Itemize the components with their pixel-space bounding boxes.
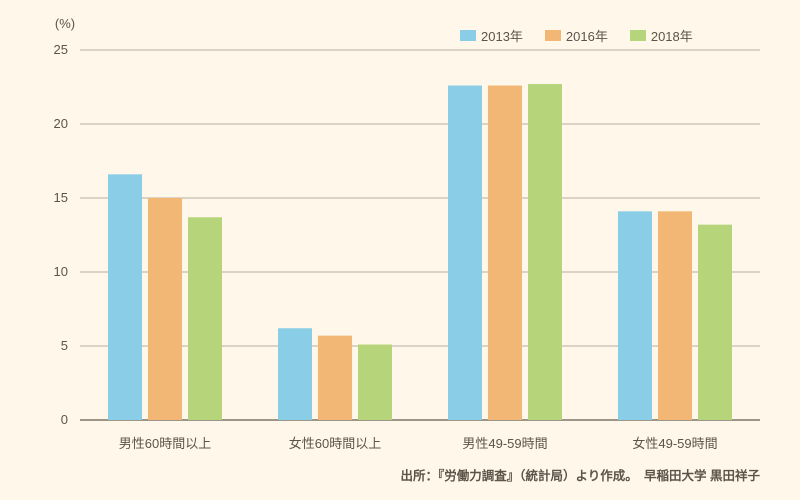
source-note: 出所：『労働力調査』（統計局）より作成。 早稲田大学 黒田祥子 xyxy=(401,465,760,484)
y-tick-label: 0 xyxy=(61,412,68,427)
y-tick-label: 15 xyxy=(54,190,68,205)
legend-swatch xyxy=(460,30,476,41)
bar xyxy=(528,84,562,420)
y-tick-label: 10 xyxy=(54,264,68,279)
bar xyxy=(488,86,522,420)
bar xyxy=(358,345,392,420)
legend-item: 2013年 xyxy=(460,26,523,45)
y-tick-label: 20 xyxy=(54,116,68,131)
x-tick-label: 女性60時間以上 xyxy=(289,436,381,451)
x-tick-label: 女性49-59時間 xyxy=(632,436,717,451)
bar xyxy=(448,86,482,420)
legend-label: 2018年 xyxy=(651,26,693,45)
bar xyxy=(188,217,222,420)
bar xyxy=(148,198,182,420)
grouped-bar-chart: 0 5 10 15 20 25 (%) 男性60時間以上 女性60時間以上 男性49-59時間 女性… xyxy=(0,0,800,500)
legend-label: 2013年 xyxy=(481,26,523,45)
y-axis-label: (%) xyxy=(55,16,75,31)
x-tick-label: 男性60時間以上 xyxy=(119,436,211,451)
bar xyxy=(658,211,692,420)
legend-swatch xyxy=(630,30,646,41)
legend-item: 2018年 xyxy=(630,26,693,45)
legend-item: 2016年 xyxy=(545,26,608,45)
legend-swatch xyxy=(545,30,561,41)
y-tick-label: 5 xyxy=(61,338,68,353)
x-tick-label: 男性49-59時間 xyxy=(462,436,547,451)
bar xyxy=(278,328,312,420)
legend: 2013年 2016年 2018年 xyxy=(460,26,715,45)
bar xyxy=(618,211,652,420)
bar xyxy=(108,174,142,420)
legend-label: 2016年 xyxy=(566,26,608,45)
bar xyxy=(318,336,352,420)
bar xyxy=(698,225,732,420)
y-tick-label: 25 xyxy=(54,42,68,57)
